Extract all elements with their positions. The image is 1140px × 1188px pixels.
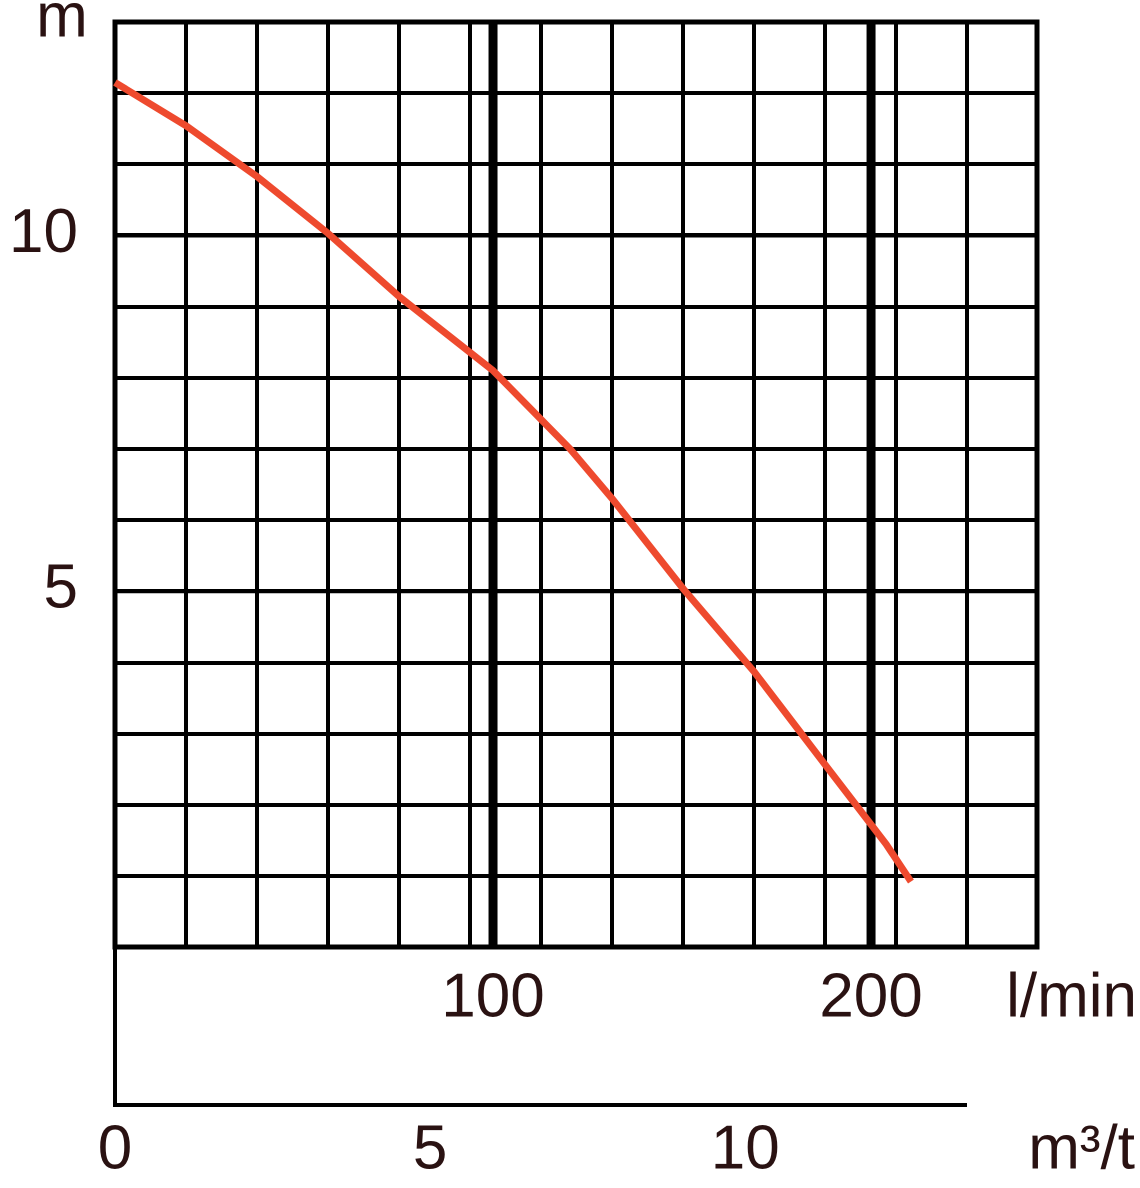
y-tick-label: 10 [9, 197, 78, 266]
pump-curve [113, 79, 914, 884]
y-tick-label: 5 [44, 553, 78, 622]
grid [112, 19, 1040, 1107]
x2-tick-label: 100 [441, 961, 544, 1030]
x-tick-label: 10 [711, 1113, 780, 1182]
y-axis-label: m [36, 0, 88, 50]
x-tick-label: 0 [98, 1113, 132, 1182]
x2-tick-label: 200 [819, 961, 922, 1030]
x-tick-label: 5 [413, 1113, 447, 1182]
x2-axis-label: l/min [1006, 961, 1137, 1030]
x-axis-label: m³/t [1028, 1113, 1135, 1182]
